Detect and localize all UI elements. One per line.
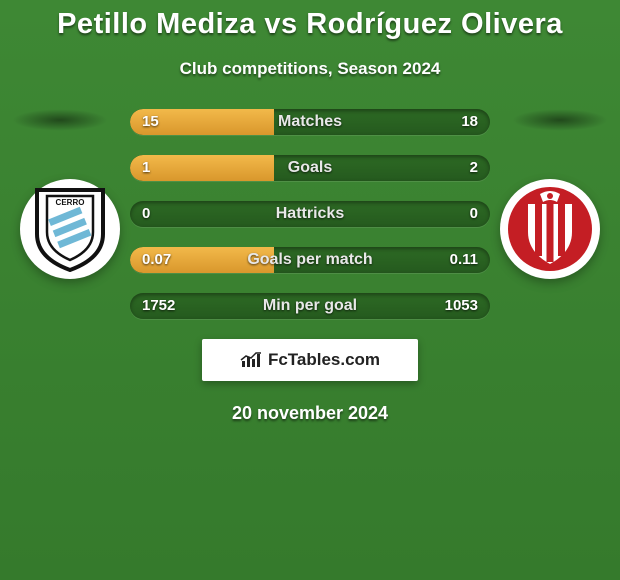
player-shadow-right [512,109,608,131]
club-logo-left: CERRO [20,179,120,279]
brand-badge: FcTables.com [202,339,418,381]
comparison-subtitle: Club competitions, Season 2024 [0,59,620,79]
club-logo-right [500,179,600,279]
stat-row-hattricks: 0 Hattricks 0 [130,201,490,227]
river-crest-icon [507,186,593,272]
stat-row-min-per-goal: 1752 Min per goal 1053 [130,293,490,319]
stat-label: Goals [130,155,490,181]
stat-value-right: 0 [470,201,478,227]
comparison-title: Petillo Mediza vs Rodríguez Olivera [0,0,620,41]
bar-chart-icon [240,351,262,369]
svg-text:CERRO: CERRO [56,198,85,207]
comparison-content: CERRO 15 Matches 18 1 [0,109,620,424]
stat-label: Min per goal [130,293,490,319]
stat-value-right: 1053 [445,293,478,319]
stat-value-right: 18 [461,109,478,135]
player-shadow-left [12,109,108,131]
stat-value-right: 2 [470,155,478,181]
stat-bars: 15 Matches 18 1 Goals 2 0 Hattricks 0 0.… [130,109,490,319]
stat-label: Matches [130,109,490,135]
comparison-date: 20 november 2024 [0,403,620,424]
stat-label: Hattricks [130,201,490,227]
stat-row-goals-per-match: 0.07 Goals per match 0.11 [130,247,490,273]
brand-text: FcTables.com [268,350,380,370]
stat-value-right: 0.11 [450,247,478,273]
cerro-crest-icon: CERRO [33,186,107,272]
stat-row-goals: 1 Goals 2 [130,155,490,181]
stat-label: Goals per match [130,247,490,273]
stat-row-matches: 15 Matches 18 [130,109,490,135]
